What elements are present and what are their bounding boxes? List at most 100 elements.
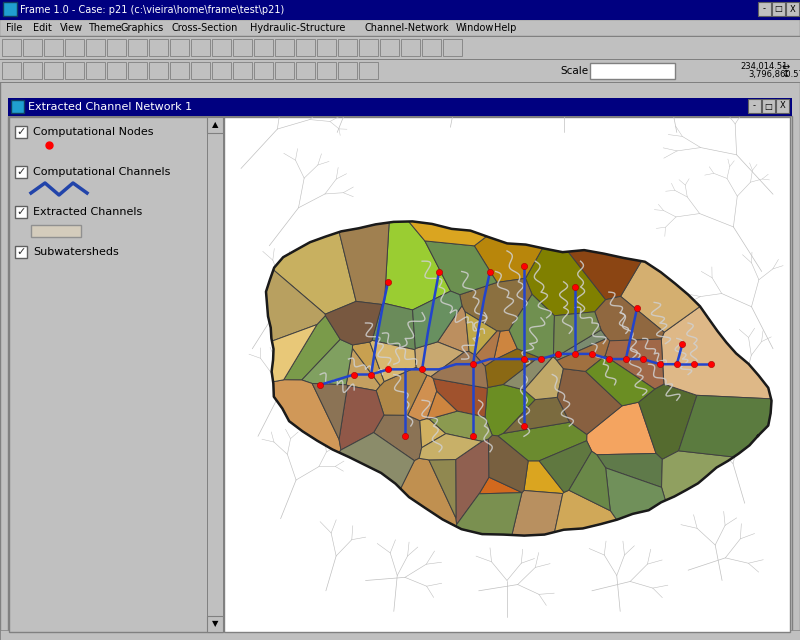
Polygon shape: [466, 312, 497, 355]
Text: ✓: ✓: [16, 207, 26, 217]
Polygon shape: [376, 367, 427, 415]
Polygon shape: [503, 357, 553, 390]
Polygon shape: [485, 385, 535, 436]
Polygon shape: [429, 460, 456, 518]
Polygon shape: [494, 330, 518, 360]
Polygon shape: [414, 342, 464, 377]
Polygon shape: [372, 303, 415, 349]
Polygon shape: [474, 236, 542, 282]
Bar: [15, 206, 27, 218]
Text: Theme: Theme: [88, 23, 122, 33]
Polygon shape: [509, 294, 554, 357]
Bar: [359, 62, 378, 79]
Polygon shape: [638, 384, 697, 460]
Bar: [15, 126, 27, 138]
Polygon shape: [427, 391, 458, 419]
Bar: [128, 62, 147, 79]
Polygon shape: [456, 493, 522, 535]
Bar: [0, 60, 800, 82]
Bar: [401, 39, 420, 56]
Bar: [15, 246, 27, 258]
Polygon shape: [485, 349, 538, 387]
Bar: [65, 39, 84, 56]
Bar: [8, 98, 792, 116]
Text: □: □: [774, 4, 782, 13]
Text: ↕: ↕: [782, 69, 790, 79]
Polygon shape: [433, 379, 487, 417]
Polygon shape: [339, 385, 384, 450]
Polygon shape: [385, 221, 450, 310]
Bar: [86, 39, 105, 56]
Text: Scale: Scale: [560, 66, 588, 76]
Polygon shape: [554, 312, 601, 358]
Text: Cross-Section: Cross-Section: [171, 23, 238, 33]
Text: Computational Channels: Computational Channels: [33, 167, 170, 177]
Bar: [0, 37, 800, 59]
Bar: [3, 2, 17, 16]
Text: X: X: [790, 4, 795, 13]
Polygon shape: [353, 342, 384, 386]
Bar: [0, 20, 800, 36]
Text: Extracted Channel Network 1: Extracted Channel Network 1: [28, 102, 192, 112]
Polygon shape: [498, 422, 586, 461]
Bar: [762, 99, 775, 113]
Bar: [149, 39, 168, 56]
Bar: [23, 62, 42, 79]
Bar: [23, 39, 42, 56]
Bar: [212, 39, 231, 56]
Polygon shape: [662, 307, 771, 399]
Text: □: □: [765, 102, 773, 111]
Polygon shape: [370, 340, 416, 381]
Bar: [748, 99, 761, 113]
Polygon shape: [425, 241, 497, 294]
Polygon shape: [273, 380, 341, 452]
Bar: [191, 62, 210, 79]
Bar: [107, 62, 126, 79]
Text: 234,014.51: 234,014.51: [740, 63, 787, 72]
Text: Help: Help: [494, 23, 517, 33]
Bar: [776, 99, 789, 113]
Bar: [207, 117, 223, 632]
Polygon shape: [524, 357, 563, 399]
Bar: [149, 62, 168, 79]
Polygon shape: [606, 468, 666, 520]
Polygon shape: [431, 351, 488, 388]
Bar: [8, 116, 792, 632]
Bar: [11, 100, 24, 113]
Bar: [2, 62, 21, 79]
Text: ✓: ✓: [16, 247, 26, 257]
Polygon shape: [438, 306, 469, 353]
Polygon shape: [401, 458, 457, 527]
Bar: [86, 62, 105, 79]
Bar: [317, 62, 336, 79]
Polygon shape: [430, 411, 492, 442]
Text: ▲: ▲: [212, 120, 218, 129]
Bar: [296, 62, 315, 79]
Polygon shape: [568, 250, 642, 300]
Polygon shape: [662, 451, 734, 500]
Text: ✓: ✓: [16, 167, 26, 177]
Bar: [380, 39, 399, 56]
Polygon shape: [274, 232, 356, 314]
Text: Extracted Channels: Extracted Channels: [33, 207, 142, 217]
Text: Window: Window: [456, 23, 494, 33]
Polygon shape: [678, 396, 771, 457]
Bar: [590, 63, 675, 79]
Polygon shape: [569, 451, 610, 511]
Polygon shape: [512, 490, 562, 536]
Bar: [0, 59, 800, 60]
Text: 3,796,860.57: 3,796,860.57: [748, 70, 800, 79]
Polygon shape: [419, 433, 482, 460]
Bar: [786, 2, 799, 16]
Polygon shape: [586, 356, 654, 406]
Text: ↔: ↔: [782, 62, 790, 72]
Bar: [359, 39, 378, 56]
Polygon shape: [420, 419, 446, 448]
Text: Computational Nodes: Computational Nodes: [33, 127, 154, 137]
Polygon shape: [284, 316, 340, 380]
Bar: [107, 39, 126, 56]
Text: Subwatersheds: Subwatersheds: [33, 247, 118, 257]
Text: -: -: [753, 102, 756, 111]
Polygon shape: [409, 221, 486, 246]
Polygon shape: [526, 248, 606, 316]
